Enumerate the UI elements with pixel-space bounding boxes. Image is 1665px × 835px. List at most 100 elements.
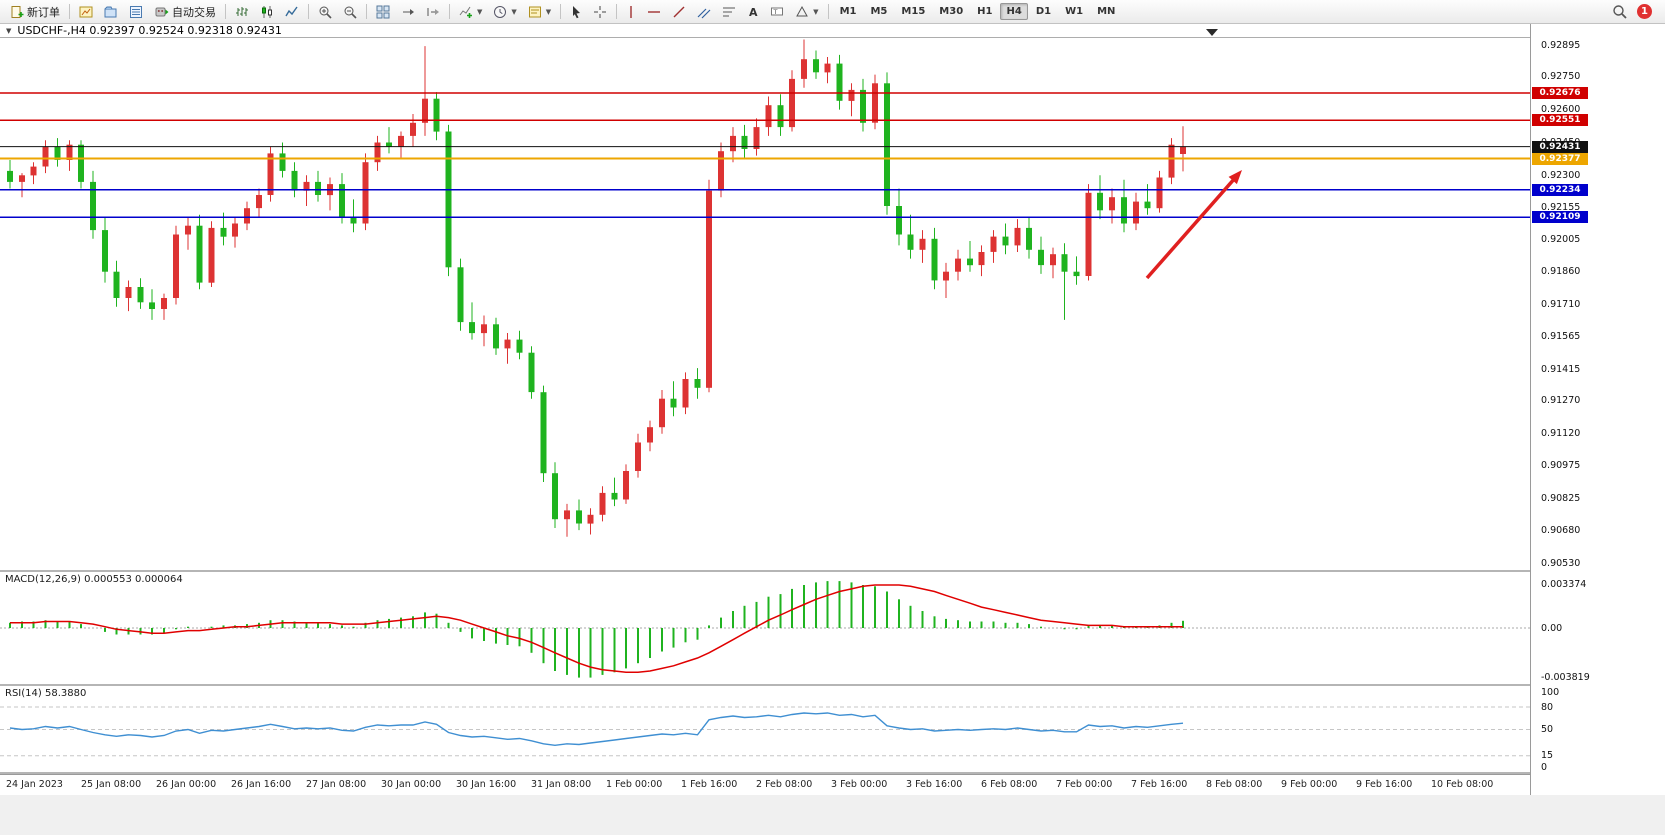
svg-text:T: T [773, 7, 778, 15]
profiles-button[interactable] [99, 1, 123, 23]
notification-badge[interactable]: 1 [1637, 4, 1652, 19]
time-tick-label: 31 Jan 08:00 [531, 779, 592, 790]
timeframe-button-h4[interactable]: H4 [1000, 3, 1028, 20]
bars-chart-button[interactable] [230, 1, 254, 23]
candle-body [836, 63, 843, 101]
new-order-button[interactable]: 新订单 [5, 1, 65, 23]
symbol-period-label: USDCHF-,H4 [17, 24, 86, 37]
zoom-in-button[interactable] [313, 1, 337, 23]
toolbar-separator [308, 4, 309, 19]
shapes-button[interactable]: ▼ [790, 1, 823, 23]
timeframe-button-h1[interactable]: H1 [977, 6, 993, 17]
templates-button[interactable]: ▼ [523, 1, 556, 23]
chart-dropdown-icon[interactable]: ▼ [6, 26, 12, 35]
candle-body [978, 252, 985, 266]
timeframe-button-m15[interactable]: M15 [901, 6, 926, 17]
zoom-out-button[interactable] [338, 1, 362, 23]
candle-body [552, 473, 558, 520]
price-tick-label: 0.91415 [1541, 363, 1581, 375]
time-tick-label: 26 Jan 16:00 [231, 779, 292, 790]
search-button[interactable] [1607, 1, 1632, 23]
timeframe-button-m1[interactable]: M1 [839, 6, 857, 17]
candle-body [256, 195, 262, 209]
candle-body [90, 181, 96, 231]
candle-body [386, 142, 392, 147]
time-tick-label: 9 Feb 00:00 [1281, 779, 1338, 790]
candle-body [706, 190, 712, 388]
toolbar-separator [225, 4, 226, 19]
chart-shift-marker[interactable] [1206, 29, 1218, 36]
macd-panel[interactable]: MACD(12,26,9) 0.000553 0.000064 [0, 572, 1530, 684]
timeframe-button-m5[interactable]: M5 [870, 6, 888, 17]
price-tag: 0.92676 [1532, 87, 1588, 99]
panel-resize-handle[interactable] [0, 684, 1530, 686]
bars-chart-icon [235, 5, 249, 19]
horizontal-line-button[interactable] [642, 1, 666, 23]
timeframe-button-m30[interactable]: M30 [939, 6, 964, 17]
timeframe-button-w1[interactable]: W1 [1065, 6, 1084, 17]
time-tick-label: 7 Feb 00:00 [1056, 779, 1113, 790]
new-chart-button[interactable] [74, 1, 98, 23]
toolbar-separator [560, 4, 562, 19]
candles-chart-button[interactable] [255, 1, 279, 23]
timeframe-button-mn[interactable]: MN [1097, 6, 1116, 17]
time-tick-label: 27 Jan 08:00 [306, 779, 367, 790]
chevron-down-icon: ▼ [477, 7, 483, 16]
chart-title: USDCHF-,H4 0.92397 0.92524 0.92318 0.924… [17, 24, 281, 37]
chart-window: ▼ USDCHF-,H4 0.92397 0.92524 0.92318 0.9… [0, 24, 1665, 835]
market-watch-button[interactable] [124, 1, 148, 23]
candle-body [789, 78, 795, 128]
vertical-line-button[interactable] [621, 1, 641, 23]
trendline-icon [672, 5, 686, 19]
candle-body [587, 514, 594, 524]
rsi-panel[interactable]: RSI(14) 58.3880 [0, 686, 1530, 772]
candle-body [990, 236, 997, 252]
market-watch-icon [129, 5, 143, 19]
main-chart-panel[interactable] [0, 38, 1530, 570]
chart-shift-button[interactable] [421, 1, 445, 23]
rsi-tick-label: 100 [1541, 686, 1560, 698]
candles-chart-icon [260, 5, 274, 19]
templates-icon [528, 5, 542, 19]
candle-body [196, 225, 203, 283]
indicators-button[interactable]: ▼ [454, 1, 487, 23]
panel-resize-handle[interactable] [0, 570, 1530, 572]
tile-windows-icon [376, 5, 390, 19]
candle-body [1133, 201, 1139, 224]
cursor-button[interactable] [565, 1, 587, 23]
candle-body [220, 227, 227, 237]
candle-body [1097, 192, 1103, 211]
tile-windows-button[interactable] [371, 1, 395, 23]
trendline-button[interactable] [667, 1, 691, 23]
timeframe-button-d1[interactable]: D1 [1035, 6, 1052, 17]
fibonacci-button[interactable] [717, 1, 741, 23]
text-button[interactable]: A [742, 1, 764, 23]
macd-tick-label: 0.003374 [1541, 578, 1587, 590]
auto-trading-button[interactable]: 自动交易 [149, 1, 221, 23]
crosshair-button[interactable] [588, 1, 612, 23]
price-axis[interactable]: 0.928950.927500.926000.924500.923000.921… [1530, 24, 1665, 795]
auto-trading-label: 自动交易 [172, 5, 216, 19]
candle-body [872, 83, 878, 123]
periods-button[interactable]: ▼ [488, 1, 521, 23]
auto-scroll-button[interactable] [396, 1, 420, 23]
trend-arrow-head[interactable] [1228, 170, 1242, 185]
candle-body [113, 271, 120, 298]
panel-resize-handle[interactable] [0, 772, 1530, 774]
price-tag: 0.92551 [1532, 114, 1588, 127]
search-icon [1612, 4, 1627, 19]
label-button[interactable]: T [765, 1, 789, 23]
trend-arrow-line[interactable] [1145, 175, 1238, 280]
candle-body [907, 234, 914, 250]
time-axis[interactable]: 24 Jan 2023 25 Jan 08:00 26 Jan 00:00 26 Ja… [0, 774, 1530, 795]
macd-label: MACD(12,26,9) 0.000553 0.000064 [5, 574, 183, 585]
channel-icon [697, 5, 711, 19]
price-tick-label: 0.92750 [1541, 71, 1581, 83]
candle-body [659, 398, 665, 428]
line-chart-button[interactable] [280, 1, 304, 23]
channel-button[interactable] [692, 1, 716, 23]
toolbar-separator [69, 4, 70, 19]
price-tick-label: 0.90680 [1541, 524, 1581, 536]
candle-body [528, 352, 535, 393]
time-tick-label: 25 Jan 08:00 [81, 779, 142, 790]
